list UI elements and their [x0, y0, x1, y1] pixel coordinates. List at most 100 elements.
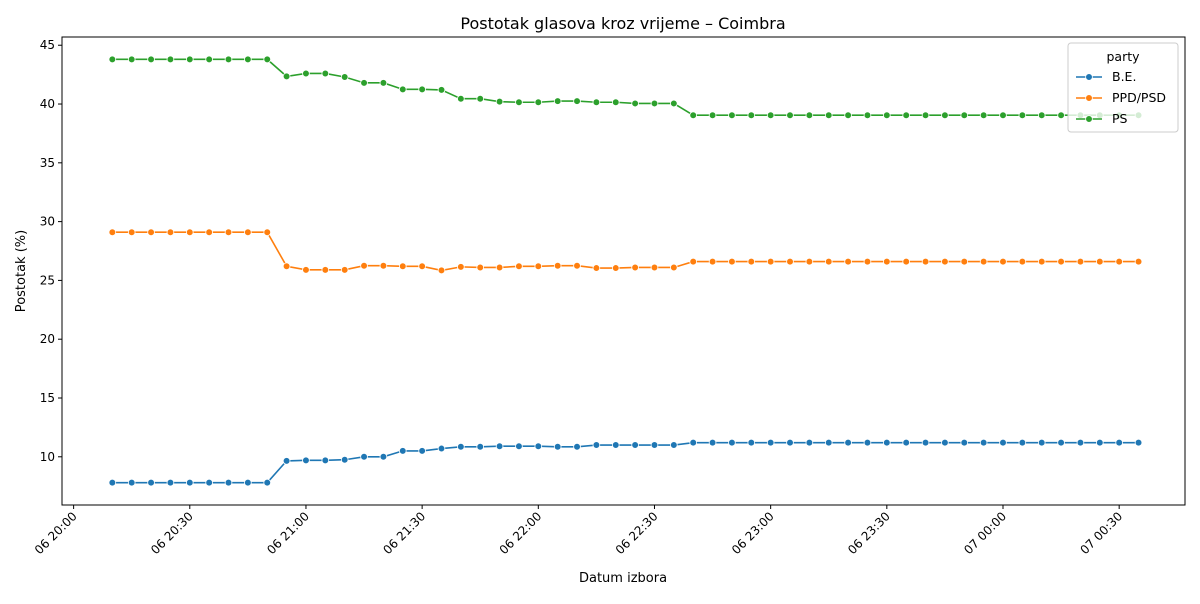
- data-point: [379, 452, 388, 461]
- data-point: [534, 98, 543, 107]
- data-point: [979, 111, 988, 119]
- data-point: [941, 257, 949, 266]
- data-point: [1018, 438, 1027, 447]
- legend-marker: [1085, 94, 1093, 102]
- data-point: [960, 257, 969, 266]
- y-tick-label: 20: [40, 332, 55, 346]
- x-tick-label: 06 23:30: [845, 509, 893, 557]
- data-point: [418, 85, 426, 94]
- data-point: [515, 98, 523, 107]
- data-point: [631, 263, 639, 272]
- data-point: [398, 85, 407, 94]
- data-point: [728, 111, 736, 119]
- data-point: [457, 94, 465, 103]
- chart-title: Postotak glasova kroz vrijeme – Coimbra: [460, 14, 785, 33]
- data-point: [302, 456, 310, 465]
- data-point: [921, 257, 930, 266]
- data-point: [766, 257, 775, 266]
- data-point: [127, 478, 136, 487]
- x-tick-label: 07 00:00: [961, 509, 1009, 557]
- data-point: [302, 69, 310, 78]
- data-point: [1057, 438, 1065, 447]
- data-point: [689, 257, 697, 266]
- data-point: [844, 111, 852, 119]
- data-point: [244, 478, 252, 487]
- data-point: [205, 55, 213, 64]
- data-point: [824, 438, 833, 447]
- data-point: [127, 228, 136, 237]
- data-point: [360, 452, 368, 461]
- data-point: [263, 478, 272, 487]
- data-point: [921, 438, 930, 447]
- data-point: [147, 228, 155, 237]
- data-point: [244, 55, 252, 64]
- data-point: [224, 55, 233, 64]
- data-point: [650, 99, 659, 108]
- data-point: [766, 111, 775, 119]
- data-point: [592, 441, 601, 449]
- data-point: [805, 438, 814, 447]
- data-point: [379, 261, 388, 270]
- data-point: [1134, 438, 1143, 447]
- data-point: [650, 263, 659, 272]
- data-point: [437, 266, 446, 275]
- data-point: [592, 264, 601, 272]
- data-point: [166, 478, 175, 487]
- plot-frame: [61, 36, 1186, 506]
- data-point: [786, 111, 794, 119]
- data-point: [1018, 111, 1027, 119]
- data-point: [708, 257, 717, 266]
- data-point: [747, 438, 756, 447]
- series-1: [108, 228, 1143, 275]
- data-point: [224, 228, 233, 237]
- data-point: [360, 79, 368, 87]
- data-point: [960, 111, 969, 119]
- data-point: [263, 228, 272, 237]
- data-point: [941, 438, 949, 447]
- data-point: [302, 266, 310, 274]
- data-point: [457, 263, 465, 271]
- data-point: [1037, 111, 1046, 119]
- data-point: [185, 228, 194, 237]
- data-point: [1096, 257, 1104, 266]
- data-point: [108, 478, 117, 487]
- series-0: [108, 438, 1143, 487]
- data-point: [340, 266, 349, 274]
- y-tick-label: 30: [40, 215, 55, 229]
- data-point: [476, 263, 485, 272]
- data-point: [515, 262, 523, 271]
- data-point: [1115, 257, 1123, 266]
- x-tick-label: 06 21:30: [380, 509, 428, 557]
- data-point: [282, 262, 291, 271]
- data-point: [495, 442, 504, 451]
- legend-title: party: [1106, 49, 1140, 64]
- data-point: [573, 97, 581, 105]
- data-point: [786, 257, 794, 266]
- data-point: [185, 478, 194, 487]
- x-tick-label: 06 20:00: [32, 509, 80, 557]
- x-tick-label: 06 22:30: [613, 509, 661, 557]
- data-point: [902, 111, 910, 119]
- series-line: [112, 441, 1139, 484]
- data-point: [418, 262, 426, 271]
- data-point: [650, 441, 659, 449]
- data-point: [224, 478, 233, 487]
- data-point: [147, 478, 155, 487]
- data-point: [902, 438, 910, 447]
- data-point: [921, 111, 930, 119]
- data-point: [108, 55, 117, 64]
- data-point: [883, 257, 891, 266]
- y-tick-label: 25: [40, 273, 55, 287]
- data-point: [670, 99, 678, 108]
- legend-marker: [1085, 73, 1093, 81]
- legend: party B.E. PPD/PSD PS: [1067, 42, 1179, 133]
- data-point: [883, 111, 891, 119]
- data-point: [437, 86, 446, 94]
- data-point: [708, 438, 717, 447]
- data-point: [979, 257, 988, 266]
- x-tick-label: 06 20:30: [148, 509, 196, 557]
- legend-label: B.E.: [1112, 69, 1136, 84]
- data-point: [379, 79, 388, 87]
- data-point: [611, 441, 620, 449]
- data-point: [437, 444, 446, 453]
